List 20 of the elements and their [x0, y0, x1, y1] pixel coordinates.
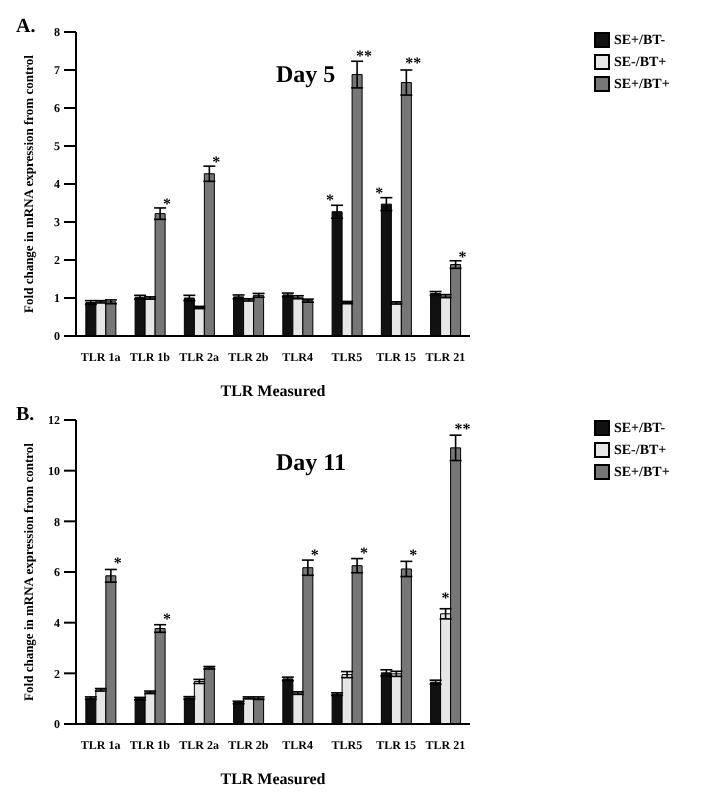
annotation: *: [458, 248, 467, 267]
x-axis-title: TLR Measured: [220, 770, 327, 788]
annotation: *: [162, 195, 171, 213]
annotation: *: [441, 589, 450, 608]
annotation: *: [113, 553, 122, 572]
text: A.: [16, 16, 36, 38]
annotation: *: [162, 609, 171, 628]
annotation: *: [359, 543, 368, 562]
annotation: **: [355, 46, 372, 65]
text: Day 11: [276, 448, 347, 478]
annotation: *: [310, 546, 319, 565]
annotation: *: [212, 153, 221, 172]
text: B.: [16, 404, 35, 426]
annotation: *: [375, 183, 384, 202]
text: Day 5: [276, 60, 336, 90]
annotation: *: [409, 546, 418, 565]
x-axis-title: TLR Measured: [220, 382, 327, 400]
annotation: *: [325, 191, 334, 210]
annotation: **: [405, 54, 422, 73]
annotation: **: [454, 419, 471, 438]
